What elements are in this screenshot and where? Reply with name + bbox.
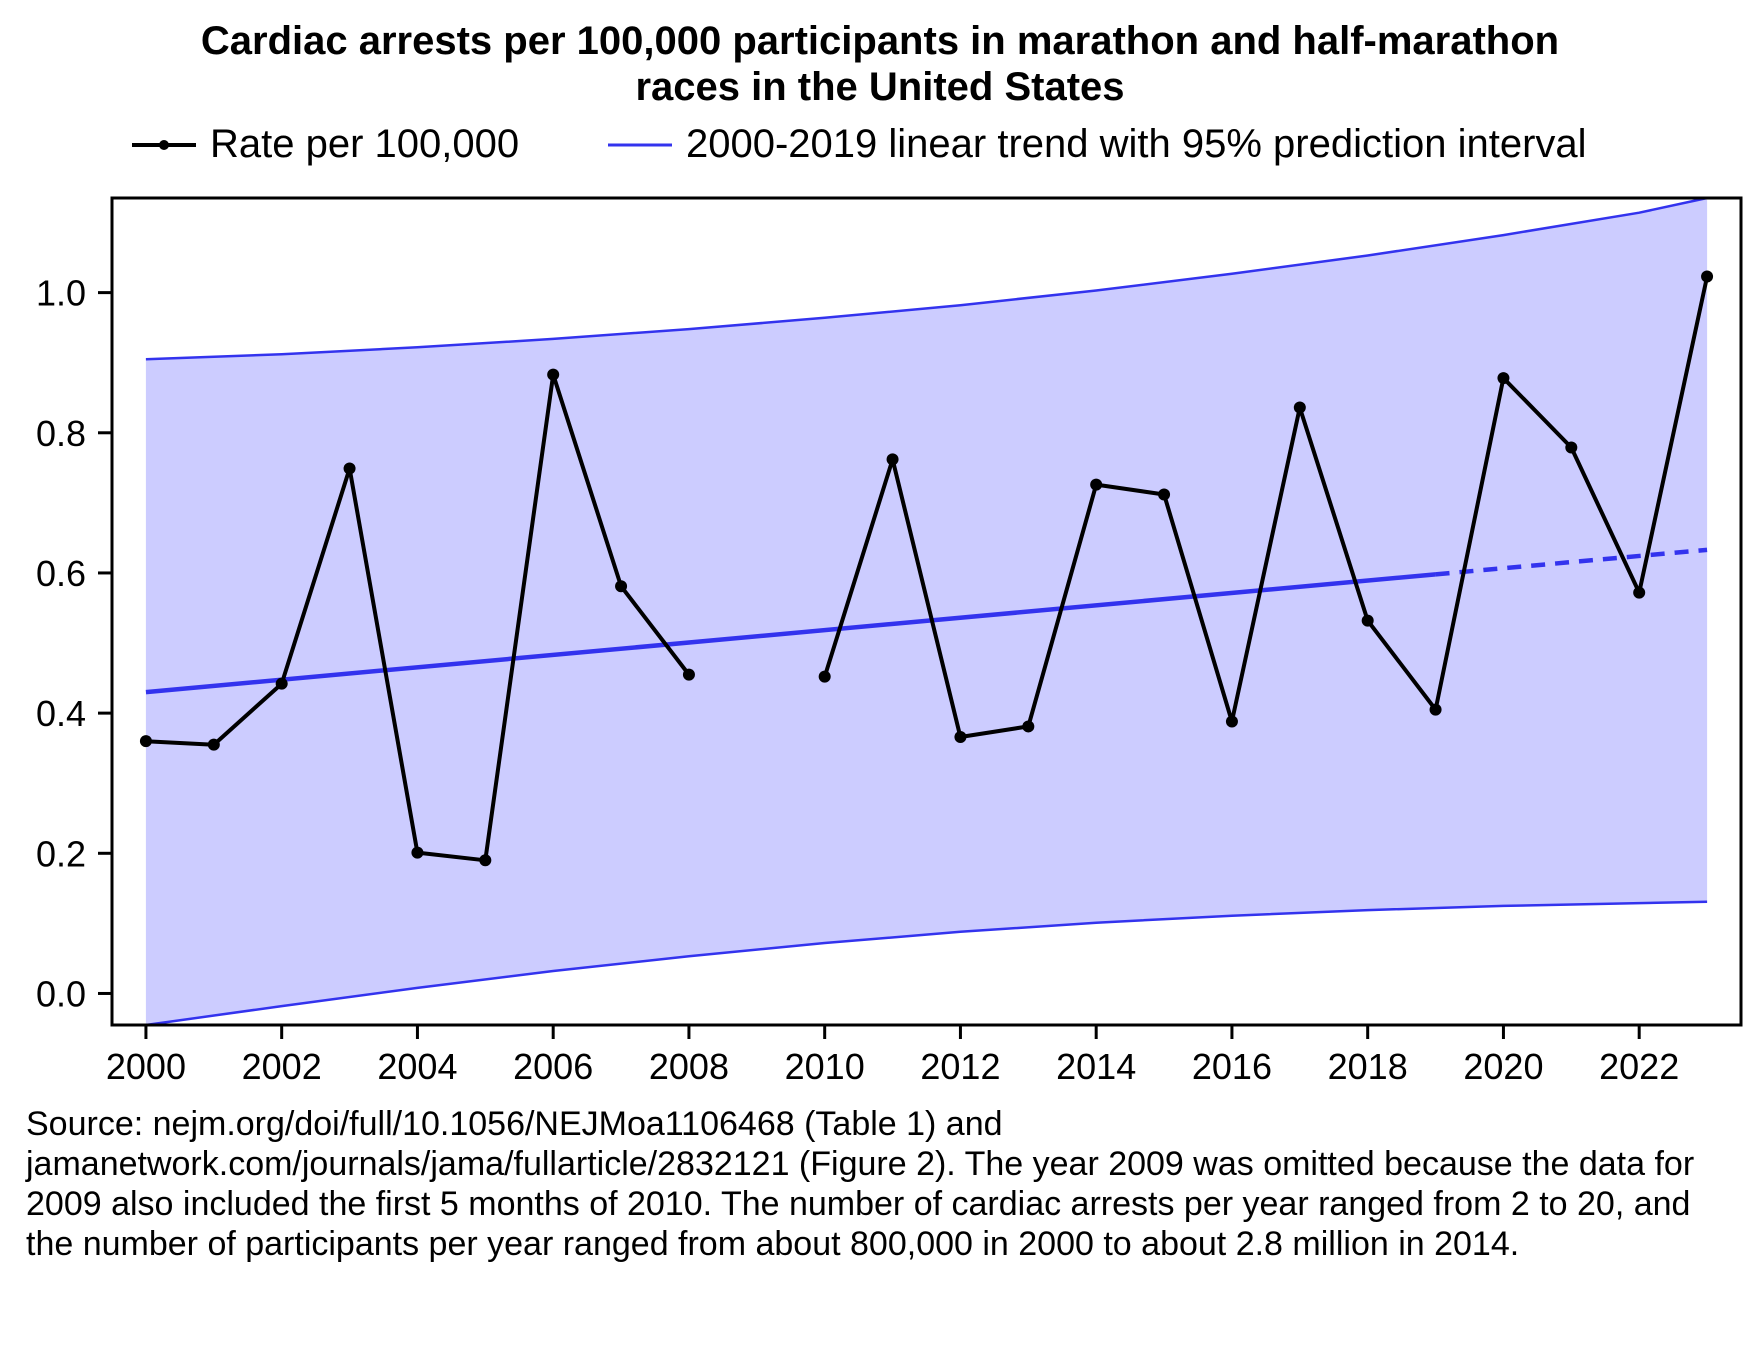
chart-title-line-2: races in the United States — [635, 65, 1125, 109]
rate-point-2007 — [615, 580, 628, 593]
rate-point-2001 — [207, 738, 220, 751]
rate-point-2005 — [479, 854, 492, 867]
x-tick-label-2014: 2014 — [1056, 1046, 1136, 1087]
x-tick-label-2018: 2018 — [1328, 1046, 1408, 1087]
x-tick-label-2016: 2016 — [1192, 1046, 1272, 1087]
rate-point-2000 — [139, 735, 152, 748]
plot-frame — [110, 196, 1743, 1027]
trend-line-fit — [145, 572, 1436, 695]
rate-point-2010 — [818, 670, 831, 683]
rate-point-2016 — [1225, 715, 1238, 728]
y-tick-label-2: 0.4 — [36, 693, 86, 734]
legend-swatch-rate — [132, 139, 196, 150]
y-tick-label-4: 0.8 — [36, 413, 86, 454]
x-tick-label-2000: 2000 — [106, 1046, 186, 1087]
rate-point-2019 — [1429, 703, 1442, 716]
rate-point-2003 — [343, 462, 356, 475]
x-tick-label-2012: 2012 — [920, 1046, 1000, 1087]
prediction-interval-band — [145, 198, 1708, 1025]
rate-point-2022 — [1633, 586, 1646, 599]
rate-point-2017 — [1293, 401, 1306, 414]
rate-point-2013 — [1022, 720, 1035, 733]
rate-point-2015 — [1158, 488, 1171, 501]
rate-point-2004 — [411, 846, 424, 859]
rate-line-segment-1 — [822, 276, 1710, 739]
legend-label-rate: Rate per 100,000 — [210, 122, 520, 166]
trend-line-extrapolated — [1435, 547, 1708, 577]
x-tick-label-2006: 2006 — [513, 1046, 593, 1087]
x-tick-label-2020: 2020 — [1463, 1046, 1543, 1087]
x-tick-label-2022: 2022 — [1599, 1046, 1679, 1087]
rate-point-2018 — [1361, 614, 1374, 627]
x-tick-label-2010: 2010 — [785, 1046, 865, 1087]
rate-point-2012 — [954, 730, 967, 743]
chart-title-line-1: Cardiac arrests per 100,000 participants… — [200, 19, 1560, 63]
y-tick-label-3: 0.6 — [36, 553, 86, 594]
rate-point-2021 — [1565, 441, 1578, 454]
rate-point-2002 — [275, 677, 288, 690]
y-tick-label-0: 0.0 — [36, 973, 86, 1014]
rate-point-2011 — [886, 453, 899, 466]
x-tick-label-2002: 2002 — [242, 1046, 322, 1087]
rate-point-2008 — [682, 668, 695, 681]
rate-point-2020 — [1497, 372, 1510, 385]
prediction-upper-line — [145, 196, 1708, 361]
x-tick-label-2008: 2008 — [649, 1046, 729, 1087]
x-tick-label-2004: 2004 — [377, 1046, 457, 1087]
prediction-lower-line — [145, 900, 1708, 1027]
legend-swatch-trend — [608, 143, 672, 146]
legend-item-trend: 2000-2019 linear trend with 95% predicti… — [606, 122, 1587, 167]
legend-item-rate: Rate per 100,000 — [130, 122, 519, 167]
rate-point-2006 — [547, 368, 560, 381]
y-tick-label-1: 0.2 — [36, 833, 86, 874]
legend: Rate per 100,000 2000-2019 linear trend … — [0, 122, 1758, 182]
chart-title: Cardiac arrests per 100,000 participants… — [100, 18, 1660, 110]
y-tick-label-5: 1.0 — [36, 273, 86, 314]
source-note: Source: nejm.org/doi/full/10.1056/NEJMoa… — [26, 1105, 1695, 1263]
rate-point-2014 — [1090, 478, 1103, 491]
rate-point-2023 — [1701, 270, 1714, 283]
legend-label-trend: 2000-2019 linear trend with 95% predicti… — [686, 122, 1587, 166]
